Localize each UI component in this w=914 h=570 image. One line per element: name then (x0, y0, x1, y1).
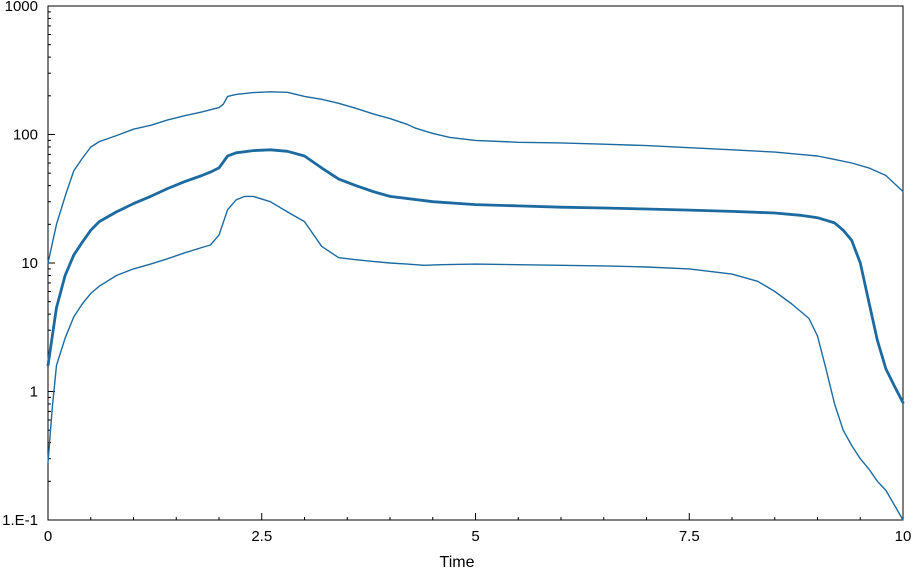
y-axis: 1.E-1 1 10 100 1000 (2, 0, 55, 529)
x-tick-label: 7.5 (679, 528, 700, 545)
x-tick-label: 10 (895, 528, 912, 545)
x-tick-label: 2.5 (251, 528, 272, 545)
x-tick-label: 0 (44, 528, 52, 545)
series-line-mean (46, 148, 905, 405)
x-axis-title: Time (440, 554, 475, 570)
y-tick-label: 10 (21, 255, 38, 272)
series-line-lower (47, 195, 904, 521)
plot-area-frame (47, 5, 904, 521)
y-tick-label: 1000 (5, 0, 38, 15)
y-tick-label: 1 (30, 384, 38, 401)
x-axis: 0 2.5 5 7.5 10 (44, 513, 912, 545)
series-layer (46, 91, 905, 521)
series-line-upper (47, 91, 904, 264)
x-tick-label: 5 (471, 528, 479, 545)
y-tick-label: 100 (13, 127, 38, 144)
y-tick-label: 1.E-1 (2, 512, 38, 529)
